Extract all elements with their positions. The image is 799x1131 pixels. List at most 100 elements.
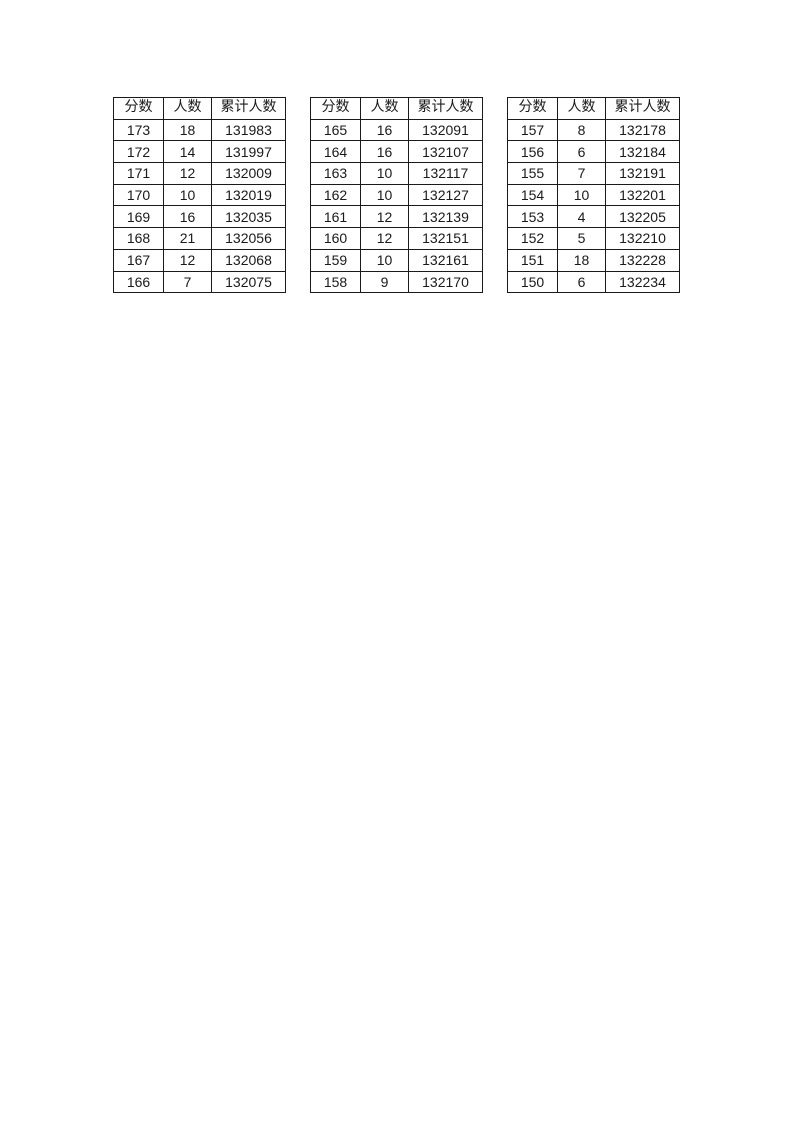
table-row: 161 12 132139 [310, 205, 483, 229]
table-row: 157 8 132178 [507, 118, 680, 142]
cumulative-cell: 132184 [605, 140, 680, 164]
count-cell: 16 [360, 140, 409, 164]
cumulative-cell: 132201 [605, 183, 680, 207]
score-table-2-header: 分数 人数 累计人数 [310, 97, 483, 120]
count-cell: 10 [557, 183, 606, 207]
table-row: 151 18 132228 [507, 248, 680, 272]
count-cell: 18 [557, 248, 606, 272]
table-row: 160 12 132151 [310, 227, 483, 250]
table-row: 164 16 132107 [310, 140, 483, 164]
cumulative-cell: 132170 [408, 270, 483, 294]
score-cell: 171 [113, 162, 164, 185]
table-row: 165 16 132091 [310, 118, 483, 142]
column-header-score: 分数 [310, 97, 361, 120]
score-cell: 165 [310, 118, 361, 142]
cumulative-cell: 132019 [211, 183, 286, 207]
column-header-count: 人数 [163, 97, 212, 120]
table-row: 169 16 132035 [113, 205, 286, 229]
score-table-3: 分数 人数 累计人数 157 8 132178 156 6 132184 155 7 132191 1… [507, 97, 680, 294]
cumulative-cell: 132161 [408, 248, 483, 272]
cumulative-cell: 132210 [605, 227, 680, 250]
score-table-1: 分数 人数 累计人数 173 18 131983 172 14 131997 171 12 1320… [113, 97, 286, 294]
table-row: 163 10 132117 [310, 162, 483, 185]
score-cell: 150 [507, 270, 558, 294]
cumulative-cell: 132191 [605, 162, 680, 185]
count-cell: 12 [360, 205, 409, 229]
count-cell: 14 [163, 140, 212, 164]
cumulative-cell: 132117 [408, 162, 483, 185]
table-row: 153 4 132205 [507, 205, 680, 229]
count-cell: 21 [163, 227, 212, 250]
score-cell: 163 [310, 162, 361, 185]
score-cell: 172 [113, 140, 164, 164]
header-row: 分数 人数 累计人数 [310, 97, 483, 120]
cumulative-cell: 131983 [211, 118, 286, 142]
column-header-cumulative: 累计人数 [211, 97, 286, 120]
score-cell: 157 [507, 118, 558, 142]
count-cell: 7 [163, 270, 212, 294]
table-row: 162 10 132127 [310, 183, 483, 207]
table-row: 167 12 132068 [113, 248, 286, 272]
column-header-score: 分数 [507, 97, 558, 120]
score-cell: 156 [507, 140, 558, 164]
score-cell: 151 [507, 248, 558, 272]
cumulative-cell: 132234 [605, 270, 680, 294]
column-header-cumulative: 累计人数 [605, 97, 680, 120]
cumulative-cell: 132009 [211, 162, 286, 185]
count-cell: 4 [557, 205, 606, 229]
column-header-score: 分数 [113, 97, 164, 120]
count-cell: 6 [557, 140, 606, 164]
score-cell: 154 [507, 183, 558, 207]
cumulative-cell: 132228 [605, 248, 680, 272]
count-cell: 16 [163, 205, 212, 229]
score-table-1-header: 分数 人数 累计人数 [113, 97, 286, 120]
score-table-2-body: 165 16 132091 164 16 132107 163 10 132117 162 10 13… [310, 118, 483, 294]
count-cell: 10 [360, 183, 409, 207]
count-cell: 12 [360, 227, 409, 250]
score-cell: 162 [310, 183, 361, 207]
table-row: 150 6 132234 [507, 270, 680, 294]
count-cell: 5 [557, 227, 606, 250]
table-row: 168 21 132056 [113, 227, 286, 250]
score-table-3-header: 分数 人数 累计人数 [507, 97, 680, 120]
count-cell: 12 [163, 248, 212, 272]
table-row: 156 6 132184 [507, 140, 680, 164]
cumulative-cell: 132035 [211, 205, 286, 229]
score-cell: 158 [310, 270, 361, 294]
table-row: 158 9 132170 [310, 270, 483, 294]
column-header-count: 人数 [557, 97, 606, 120]
score-cell: 159 [310, 248, 361, 272]
count-cell: 7 [557, 162, 606, 185]
cumulative-cell: 132127 [408, 183, 483, 207]
count-cell: 10 [360, 162, 409, 185]
column-header-cumulative: 累计人数 [408, 97, 483, 120]
count-cell: 18 [163, 118, 212, 142]
score-table-3-body: 157 8 132178 156 6 132184 155 7 132191 154 10 13220… [507, 118, 680, 294]
table-row: 159 10 132161 [310, 248, 483, 272]
cumulative-cell: 132205 [605, 205, 680, 229]
score-table-1-body: 173 18 131983 172 14 131997 171 12 132009 170 10 13… [113, 118, 286, 294]
header-row: 分数 人数 累计人数 [113, 97, 286, 120]
count-cell: 6 [557, 270, 606, 294]
score-cell: 152 [507, 227, 558, 250]
table-row: 170 10 132019 [113, 183, 286, 207]
table-row: 152 5 132210 [507, 227, 680, 250]
count-cell: 12 [163, 162, 212, 185]
score-cell: 168 [113, 227, 164, 250]
score-cell: 173 [113, 118, 164, 142]
score-cell: 160 [310, 227, 361, 250]
cumulative-cell: 132178 [605, 118, 680, 142]
cumulative-cell: 132151 [408, 227, 483, 250]
score-table-2: 分数 人数 累计人数 165 16 132091 164 16 132107 163 10 1321… [310, 97, 483, 294]
count-cell: 16 [360, 118, 409, 142]
score-tables-row: 分数 人数 累计人数 173 18 131983 172 14 131997 171 12 1320… [113, 97, 680, 294]
cumulative-cell: 132091 [408, 118, 483, 142]
table-row: 172 14 131997 [113, 140, 286, 164]
column-header-count: 人数 [360, 97, 409, 120]
table-row: 171 12 132009 [113, 162, 286, 185]
cumulative-cell: 132107 [408, 140, 483, 164]
table-row: 155 7 132191 [507, 162, 680, 185]
cumulative-cell: 131997 [211, 140, 286, 164]
cumulative-cell: 132075 [211, 270, 286, 294]
cumulative-cell: 132139 [408, 205, 483, 229]
